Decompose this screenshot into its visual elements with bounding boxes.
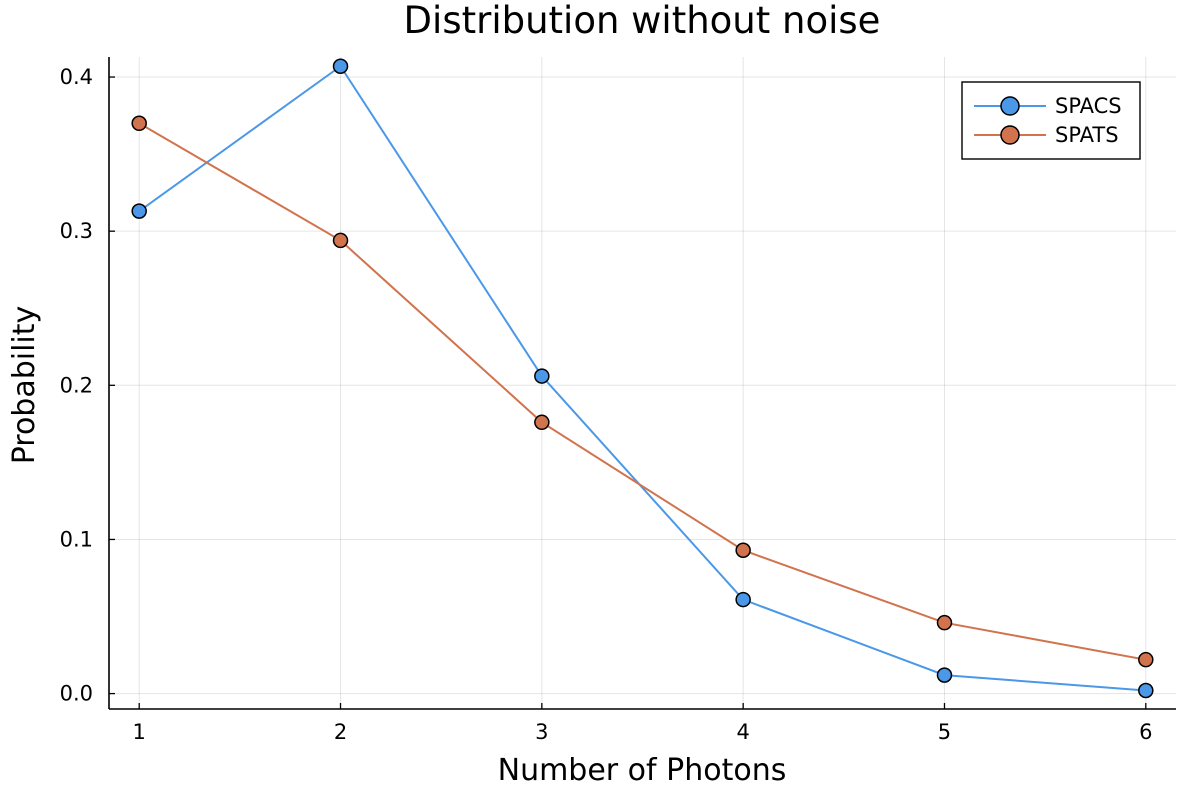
legend-marker xyxy=(1000,96,1020,116)
series-line-spats xyxy=(138,122,1146,661)
data-point-spats xyxy=(131,115,147,132)
legend-label: SPACS xyxy=(1055,94,1122,118)
series-spacs xyxy=(131,58,1154,699)
legend-marker xyxy=(1000,125,1020,145)
y-axis-label: Probability xyxy=(7,306,42,465)
x-tick-label: 1 xyxy=(133,720,146,744)
data-point-spats xyxy=(534,414,550,431)
y-tick-label: 0.1 xyxy=(60,527,93,551)
y-tick-label: 0.3 xyxy=(60,219,93,243)
x-axis-label: Number of Photons xyxy=(498,753,787,788)
x-tick-label: 4 xyxy=(736,720,749,744)
x-tick-label: 6 xyxy=(1139,720,1152,744)
data-point-spacs xyxy=(131,203,147,219)
data-point-spats xyxy=(735,542,751,558)
y-tick-label: 0.4 xyxy=(60,65,93,89)
data-point-spats xyxy=(1138,651,1154,668)
data-point-spacs xyxy=(735,591,751,608)
y-tick-label: 0.0 xyxy=(60,682,93,706)
axes-layer: 1 2 3 4 5 6 0.0 0.1 0.2 0.3 0.4 xyxy=(60,57,1176,744)
series-line-spacs xyxy=(138,64,1146,692)
chart-title: Distribution without noise xyxy=(404,0,881,42)
y-tick-label: 0.2 xyxy=(60,373,93,397)
series-layer xyxy=(131,58,1154,699)
data-point-spacs xyxy=(534,368,550,384)
data-point-spacs xyxy=(1138,682,1154,699)
data-point-spacs xyxy=(936,667,953,683)
legend-item-spacs: SPACS xyxy=(974,94,1122,118)
x-tick-label: 2 xyxy=(334,720,347,744)
data-point-spacs xyxy=(332,58,349,74)
x-tick-label: 3 xyxy=(535,720,548,744)
series-spats xyxy=(131,115,1154,668)
legend-item-spats: SPATS xyxy=(974,123,1119,147)
legend-label: SPATS xyxy=(1055,123,1119,147)
x-tick-label: 5 xyxy=(938,720,951,744)
legend: SPACS SPATS xyxy=(961,81,1141,160)
data-point-spats xyxy=(332,232,349,249)
data-point-spats xyxy=(936,614,953,631)
legend-box xyxy=(961,81,1141,160)
grid-layer xyxy=(109,57,1176,709)
